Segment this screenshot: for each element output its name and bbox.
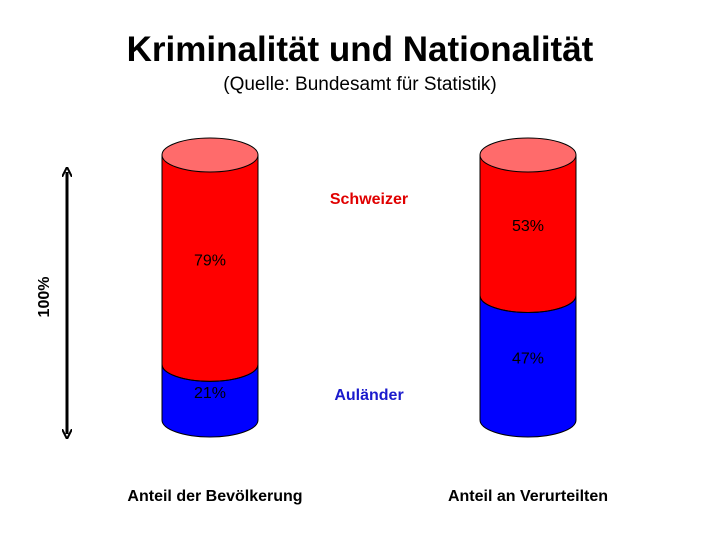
cylinder-bar: 47% 53% [479,137,577,438]
cylinder-top-cap [161,137,259,173]
legend-auslaender: Auländer [334,387,403,404]
data-label-schweizer: 79% [194,253,226,270]
category-label: Anteil an Verurteilten [448,488,608,505]
segment-divider [161,364,259,382]
bar-segment-auslaender [479,294,577,438]
cylinder-bar: 21% 79% [161,137,259,438]
data-label-auslaender: 21% [194,385,226,402]
cylinder-top-cap [479,137,577,173]
legend-schweizer: Schweizer [330,191,408,208]
bar-segment-auslaender [161,363,259,438]
segment-divider [479,295,577,313]
chart-title: Kriminalität und Nationalität [126,30,594,69]
chart-subtitle: (Quelle: Bundesamt für Statistik) [223,74,497,95]
data-label-auslaender: 47% [512,351,544,368]
legend: Schweizer Auländer [330,191,408,404]
data-label-schweizer: 53% [512,218,544,235]
category-label: Anteil der Bevölkerung [127,488,302,505]
axis-label-100: 100% [36,277,53,318]
total-axis: 100% [36,172,67,434]
